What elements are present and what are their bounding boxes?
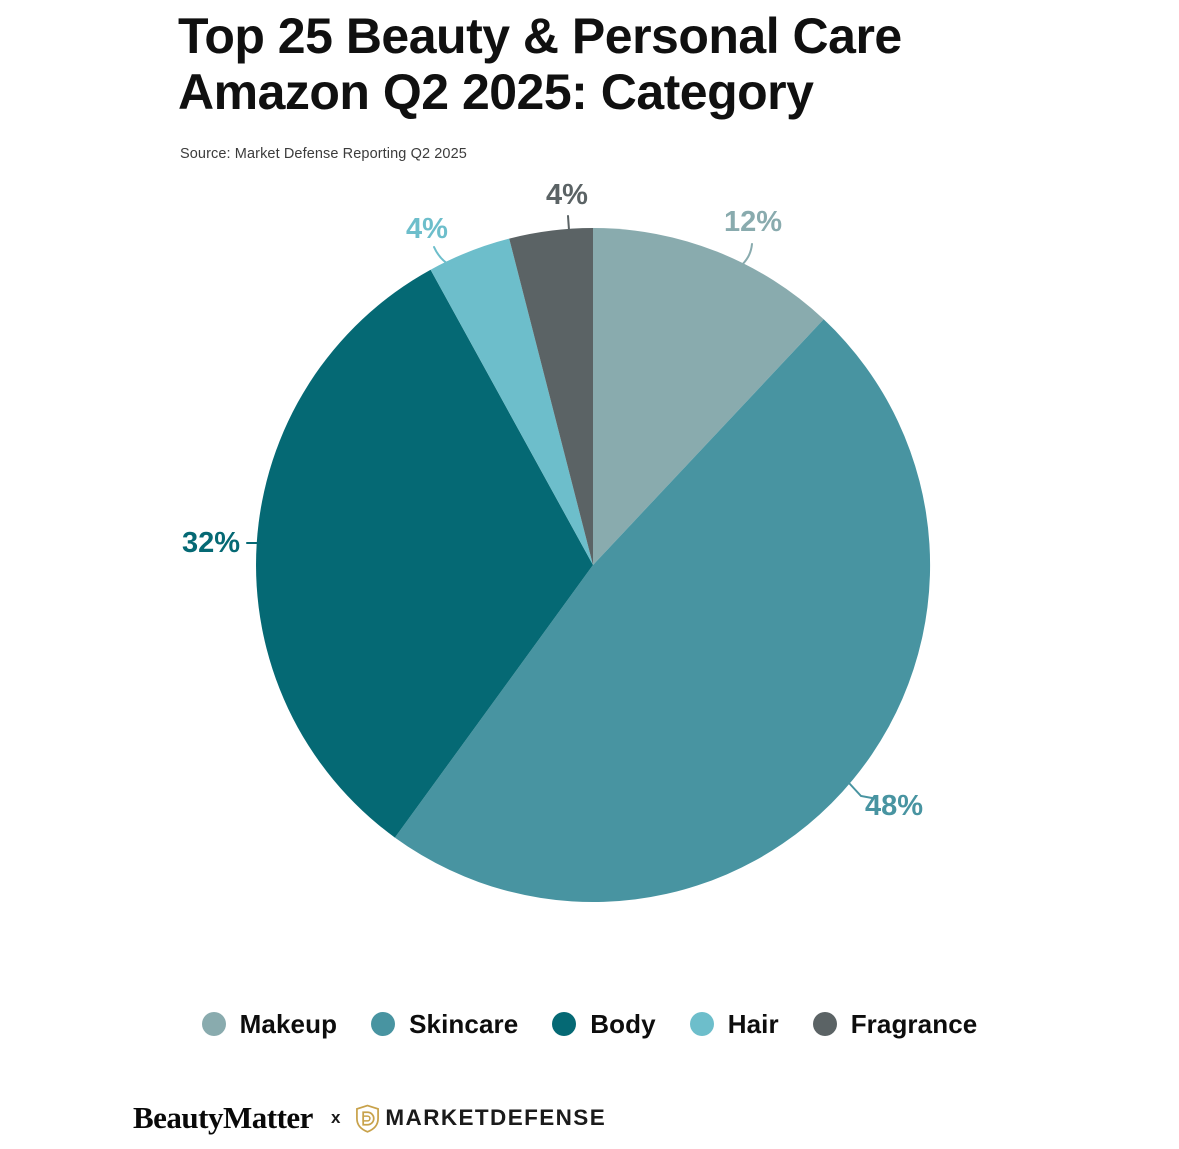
leader-lines [246,215,873,799]
pie-slices [256,228,931,903]
legend-swatch-fragrance [812,1012,837,1036]
legend-swatch-hair [689,1012,714,1036]
pie-slice-fragrance [509,228,593,565]
leader-line-fragrance [567,215,570,231]
legend-label-body: Body [590,1008,656,1039]
legend-label-makeup: Makeup [239,1008,338,1039]
slice-label-skincare: 48% [865,790,923,822]
legend-swatch-skincare [371,1012,396,1036]
pie-slice-body [256,269,593,838]
slice-label-fragrance: 4% [546,179,588,211]
beautymatter-logo: BeautyMatter [133,1100,313,1135]
slice-label-makeup: 12% [724,206,782,238]
legend-item-hair: Hair [689,1008,779,1040]
legend-label-hair: Hair [727,1008,779,1039]
pie-slice-hair [430,238,593,565]
leader-line-skincare [848,782,873,799]
source-note: Source: Market Defense Reporting Q2 2025 [180,146,467,162]
slice-labels: 12% 48% 32% 4% 4% [182,179,923,822]
slice-label-body: 32% [182,527,240,559]
footer-brands: BeautyMatter x MARKETDEFENSE [133,1096,606,1140]
collab-x-separator: x [330,1108,341,1127]
legend-item-fragrance: Fragrance [812,1008,978,1040]
legend-swatch-body [552,1012,577,1036]
shield-d-icon [356,1104,380,1133]
pie-slice-skincare [394,319,931,903]
legend-item-body: Body [552,1008,656,1040]
leader-line-makeup [739,243,753,268]
pie-slice-makeup [593,228,824,565]
legend-item-makeup: Makeup [201,1008,338,1040]
marketdefense-logo: MARKETDEFENSE [385,1105,607,1130]
legend-label-fragrance: Fragrance [850,1008,978,1039]
legend: Makeup Skincare Body Hair Fragrance [0,1006,1179,1042]
legend-item-skincare: Skincare [371,1009,518,1040]
slice-label-hair: 4% [406,213,448,245]
legend-swatch-makeup [201,1012,226,1036]
legend-label-skincare: Skincare [409,1008,519,1039]
leader-line-hair [433,246,452,267]
page-title: Top 25 Beauty & Personal Care Amazon Q2 … [178,8,902,120]
